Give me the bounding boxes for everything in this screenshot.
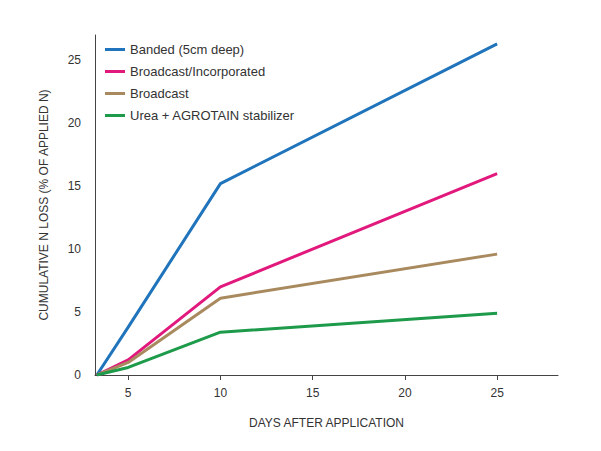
svg-text:Broadcast/Incorporated: Broadcast/Incorporated [130,64,265,79]
svg-text:Banded (5cm deep): Banded (5cm deep) [130,42,244,57]
svg-text:15: 15 [306,386,320,400]
svg-text:25: 25 [68,53,82,67]
svg-text:DAYS AFTER APPLICATION: DAYS AFTER APPLICATION [249,416,404,430]
svg-text:10: 10 [68,242,82,256]
svg-text:20: 20 [398,386,412,400]
svg-text:Urea + AGROTAIN stabilizer: Urea + AGROTAIN stabilizer [130,108,295,123]
svg-text:5: 5 [125,386,132,400]
svg-text:CUMULATIVE N LOSS (% OF APPLIE: CUMULATIVE N LOSS (% OF APPLIED N) [37,89,51,320]
svg-text:10: 10 [214,386,228,400]
svg-text:5: 5 [74,305,81,319]
svg-text:15: 15 [68,179,82,193]
svg-text:Broadcast: Broadcast [130,86,189,101]
svg-text:20: 20 [68,116,82,130]
svg-text:25: 25 [490,386,504,400]
svg-text:0: 0 [74,368,81,382]
